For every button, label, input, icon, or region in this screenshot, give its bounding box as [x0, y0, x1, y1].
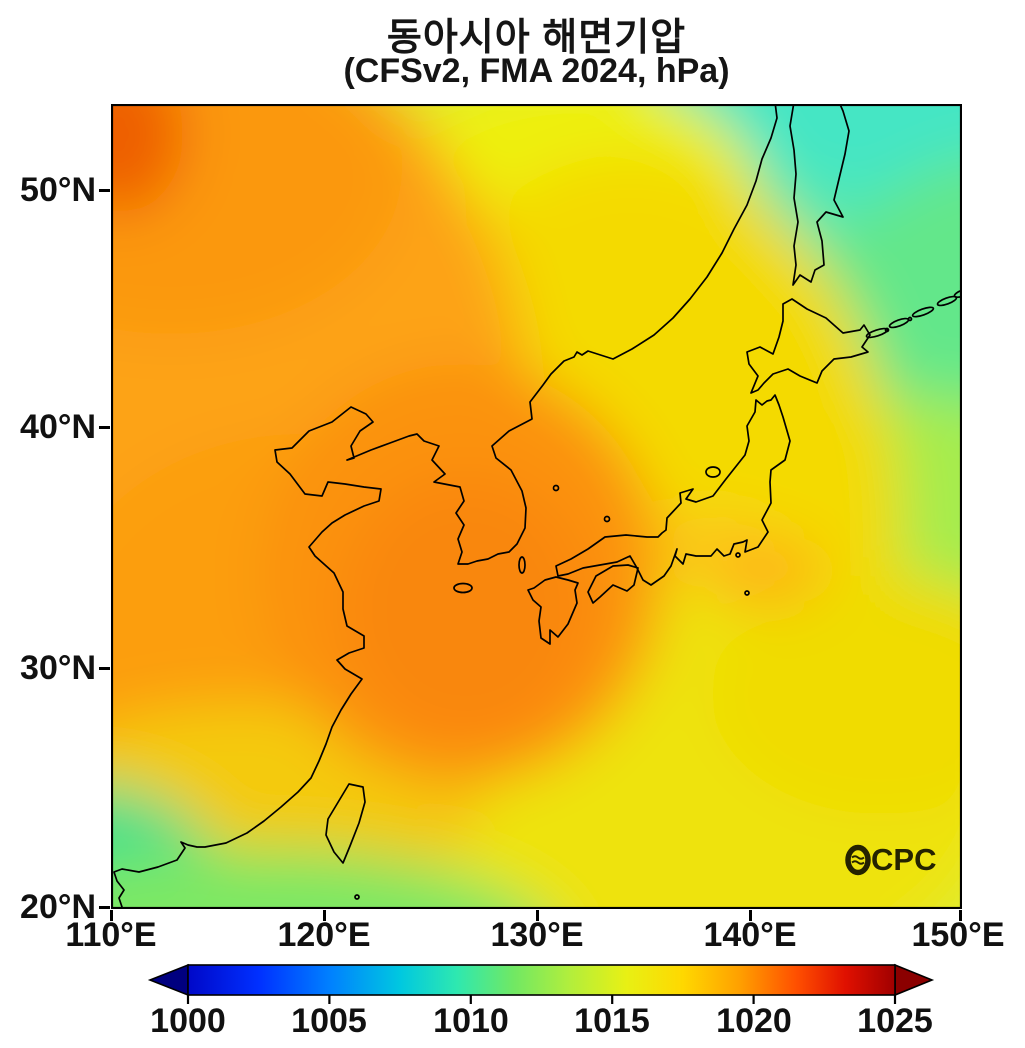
latitude-tick-40n: [99, 426, 110, 429]
x-axis-label-140e: 140°E: [703, 916, 797, 954]
colorbar-label-1015: 1015: [574, 1002, 650, 1040]
page-title: 동아시아 해면기압: [386, 17, 687, 59]
y-axis-label-30n: 30°N: [20, 649, 96, 687]
wave-o-icon: [845, 844, 871, 876]
coastline-shikoku: [587, 564, 639, 604]
island-izu-2: [744, 590, 750, 596]
coastline-honshu: [555, 394, 791, 586]
colorbar-left-arrow: [147, 963, 189, 997]
island-sado: [705, 466, 721, 478]
y-axis-label-20n: 20°N: [20, 888, 96, 926]
coastlines: [113, 104, 962, 909]
colorbar-right-arrow: [894, 963, 935, 997]
longitude-tick-120e: [323, 910, 326, 921]
ocpc-logo-text: CPC: [871, 841, 937, 877]
y-axis-label-50n: 50°N: [20, 171, 96, 209]
x-axis-label-120e: 120°E: [277, 916, 371, 954]
colorbar: [140, 961, 935, 1005]
island-ulleung: [552, 484, 560, 492]
map-frame: [111, 104, 962, 909]
island-izu-1: [735, 552, 741, 558]
x-axis-label-150e: 150°E: [911, 916, 1005, 954]
coastline-taiwan: [325, 783, 366, 864]
longitude-tick-140e: [749, 910, 752, 921]
kuril-islands: [865, 287, 962, 339]
longitude-tick-150e: [959, 910, 962, 921]
colorbar-label-1005: 1005: [291, 1002, 367, 1040]
latitude-tick-30n: [99, 667, 110, 670]
colorbar-label-1010: 1010: [433, 1002, 509, 1040]
latitude-tick-50n: [99, 189, 110, 192]
coastline-hokkaido: [746, 298, 871, 394]
coastline-kyushu: [527, 576, 579, 645]
island-oki: [603, 515, 611, 523]
colorbar-ticks: [186, 995, 897, 1004]
longitude-tick-130e: [536, 910, 539, 921]
colorbar-canvas: [147, 963, 935, 1004]
colorbar-label-1000: 1000: [150, 1002, 226, 1040]
longitude-tick-110e: [110, 910, 113, 921]
map-canvas: [111, 104, 962, 909]
island-tsushima: [518, 556, 526, 574]
island-jeju: [453, 582, 473, 594]
y-axis-label-40n: 40°N: [20, 408, 96, 446]
page-subtitle: (CFSv2, FMA 2024, hPa): [343, 52, 730, 90]
latitude-tick-20n: [99, 906, 110, 909]
islet-south-china: [354, 894, 360, 900]
colorbar-label-1025: 1025: [857, 1002, 933, 1040]
coastline-china-korea-russia: [113, 104, 778, 909]
pressure-map: [111, 104, 962, 909]
colorbar-label-1020: 1020: [716, 1002, 792, 1040]
colorbar-gradient-bar: [187, 964, 896, 996]
small-islands: [354, 466, 750, 900]
pressure-field: [111, 104, 962, 909]
coastline-sakhalin: [789, 104, 850, 286]
x-axis-label-110e: 110°E: [65, 916, 157, 954]
ocpc-logo: CPC: [845, 842, 936, 876]
x-axis-label-130e: 130°E: [490, 916, 584, 954]
